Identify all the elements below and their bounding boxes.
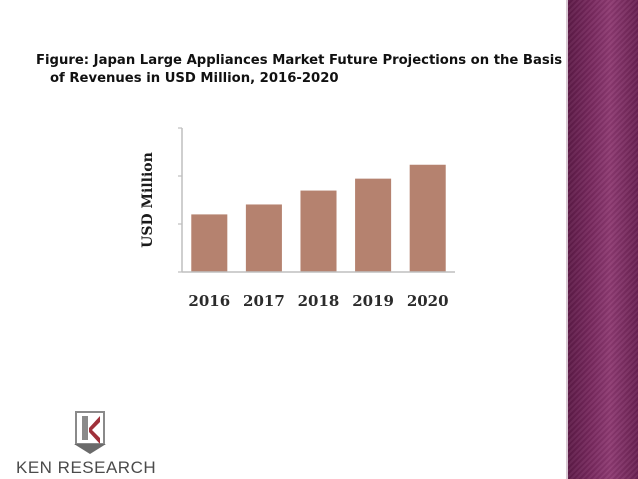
x-tick-label: 2019 <box>352 292 394 310</box>
figure-title-line2: of Revenues in USD Million, 2016-2020 <box>50 71 339 86</box>
x-labels: 2016 2017 2018 2019 2020 <box>188 292 448 310</box>
bars-group <box>191 164 446 272</box>
ken-research-logo <box>74 411 106 454</box>
x-tick-label: 2016 <box>188 292 230 310</box>
bar-2019 <box>355 178 392 272</box>
x-tick-label: 2017 <box>243 292 285 310</box>
y-ticks <box>178 127 182 273</box>
bar-2020 <box>409 164 446 272</box>
y-axis-label: USD Million <box>140 152 156 248</box>
x-tick-label: 2020 <box>407 292 449 310</box>
bar-2016 <box>191 214 228 272</box>
bar-2017 <box>245 204 282 272</box>
ken-logo-mark-icon <box>74 411 106 454</box>
figure-title: Figure: Japan Large Appliances Market Fu… <box>36 52 572 88</box>
sidebar-edge <box>566 0 568 479</box>
x-tick-label: 2018 <box>298 292 340 310</box>
logo-text: KEN RESEARCH <box>16 458 157 477</box>
bar-2018 <box>300 190 337 272</box>
figure-title-line1: Figure: Japan Large Appliances Market Fu… <box>36 53 563 68</box>
decorative-sidebar <box>568 0 638 479</box>
